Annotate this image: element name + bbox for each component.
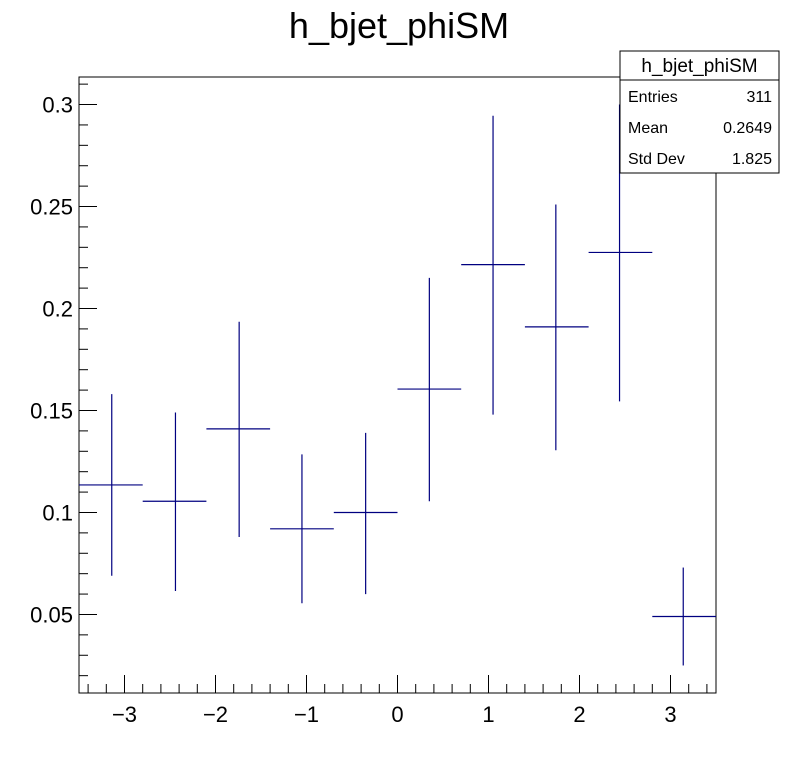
data-point bbox=[333, 432, 398, 595]
data-point bbox=[524, 204, 589, 451]
chart-title: h_bjet_phiSM bbox=[289, 5, 509, 46]
stats-row-value: 0.2649 bbox=[723, 120, 772, 137]
stats-box: h_bjet_phiSM Entries 311 Mean 0.2649 Std Dev 1… bbox=[619, 50, 780, 174]
stats-row-value: 311 bbox=[746, 89, 772, 106]
x-tick-label: 0 bbox=[391, 702, 403, 727]
x-tick-label: −3 bbox=[112, 702, 137, 727]
data-point bbox=[270, 454, 334, 604]
data-point bbox=[652, 567, 716, 666]
x-tick-label: 2 bbox=[573, 702, 585, 727]
stats-box-title: h_bjet_phiSM bbox=[641, 56, 757, 77]
stats-row-value: 1.825 bbox=[732, 151, 772, 168]
axes: −3 −2 −1 0 1 2 3 0.05 0.1 0.15 0.2 0.25 0.3 bbox=[30, 76, 717, 727]
y-tick-label: 0.25 bbox=[30, 195, 73, 220]
x-tick-label: 3 bbox=[664, 702, 676, 727]
x-tick-label: −1 bbox=[294, 702, 319, 727]
data-point bbox=[206, 321, 271, 537]
y-tick-label: 0.3 bbox=[42, 93, 73, 118]
y-tick-label: 0.1 bbox=[42, 500, 73, 525]
data-point bbox=[397, 277, 462, 502]
y-tick-label: 0.2 bbox=[42, 297, 73, 322]
y-tick-label: 0.15 bbox=[30, 398, 73, 423]
data-point bbox=[79, 394, 143, 576]
y-tick-label: 0.05 bbox=[30, 602, 73, 627]
data-point bbox=[142, 412, 207, 592]
stats-box-frame bbox=[619, 50, 780, 174]
x-tick-label: −2 bbox=[203, 702, 228, 727]
data-point bbox=[461, 115, 525, 415]
stats-row-label: Entries bbox=[628, 89, 678, 106]
stats-row-label: Mean bbox=[628, 120, 668, 137]
x-tick-label: 1 bbox=[482, 702, 494, 727]
stats-row-label: Std Dev bbox=[628, 151, 685, 168]
data-points bbox=[79, 104, 716, 666]
